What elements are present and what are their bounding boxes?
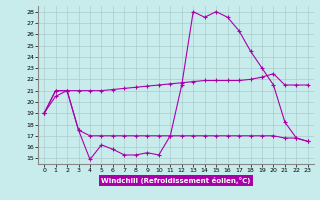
X-axis label: Windchill (Refroidissement éolien,°C): Windchill (Refroidissement éolien,°C) [101, 177, 251, 184]
